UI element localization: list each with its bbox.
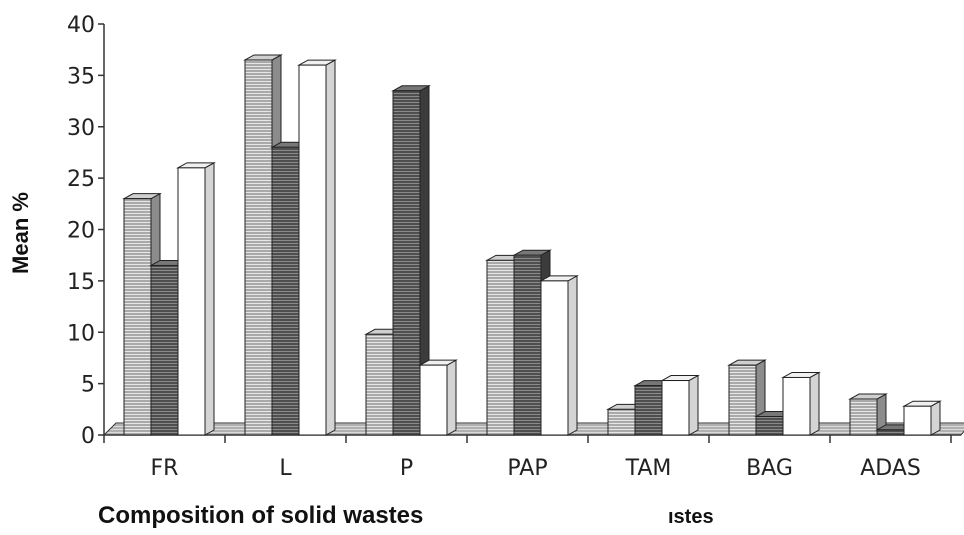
bar-side-face — [325, 59, 336, 436]
bars — [122, 54, 942, 436]
bar-side-face — [446, 359, 457, 436]
bar-P-series-2 — [391, 84, 431, 436]
bar-front-face — [271, 146, 300, 436]
bar-front-face — [365, 333, 394, 436]
bar-FR-series-3 — [176, 162, 216, 436]
bar-front-face — [419, 364, 448, 436]
bar-front-face — [123, 198, 152, 436]
bar-front-face — [244, 59, 273, 436]
bar-front-face — [540, 280, 569, 436]
bar-front-face — [876, 429, 905, 436]
bar-L-series-3 — [297, 59, 337, 436]
y-tick-label: 15 — [67, 270, 95, 295]
bar-TAM-series-3 — [660, 374, 700, 436]
bar-front-face — [903, 405, 932, 436]
y-tick-label: 30 — [67, 116, 95, 141]
bar-front-face — [728, 364, 757, 436]
bar-front-face — [607, 408, 636, 436]
bar-side-face — [930, 400, 941, 436]
y-axis: 0 5 10 15 20 25 30 35 40 — [67, 13, 105, 449]
bar-front-face — [755, 416, 784, 436]
bar-front-face — [392, 90, 421, 436]
x-tick-label: P — [400, 456, 413, 481]
bar-ADAS-series-3 — [902, 400, 942, 436]
bar-side-face — [567, 275, 578, 436]
bar-front-face — [486, 259, 515, 436]
bar-front-face — [298, 64, 327, 436]
x-tick-label: TAM — [625, 456, 672, 481]
bar-PAP-series-3 — [539, 275, 579, 436]
bar-BAG-series-3 — [781, 371, 821, 436]
y-tick-label: 10 — [67, 321, 95, 346]
bar-side-face — [809, 371, 820, 436]
bar-ADAS-series-1 — [848, 393, 888, 436]
bar-front-face — [849, 398, 878, 436]
bar-front-face — [150, 264, 179, 436]
y-tick-label: 20 — [67, 219, 95, 244]
x-axis-title-fragment: ıstes — [668, 506, 714, 528]
x-axis-title: Composition of solid wastes — [98, 502, 424, 529]
x-tick-label: ADAS — [860, 456, 921, 481]
x-tick-label: L — [279, 456, 292, 481]
x-tick-label: BAG — [746, 456, 793, 481]
y-tick-label: 5 — [81, 373, 95, 398]
bar-front-face — [177, 167, 206, 436]
x-axis: FR L P PAP TAM BAG ADAS — [103, 434, 961, 481]
bar-front-face — [513, 254, 542, 436]
bar-P-series-3 — [418, 359, 458, 436]
x-tick-label: PAP — [507, 456, 547, 481]
y-tick-label: 40 — [67, 13, 95, 38]
bar-side-face — [688, 374, 699, 436]
bar-front-face — [782, 376, 811, 436]
y-tick-label: 0 — [81, 424, 95, 449]
x-tick-label: FR — [151, 456, 179, 481]
y-axis-label: Mean % — [8, 192, 33, 274]
y-tick-label: 25 — [67, 167, 95, 192]
bar-front-face — [661, 380, 690, 436]
y-tick-label: 35 — [67, 64, 95, 89]
bar-side-face — [204, 162, 215, 436]
bar-front-face — [634, 385, 663, 436]
